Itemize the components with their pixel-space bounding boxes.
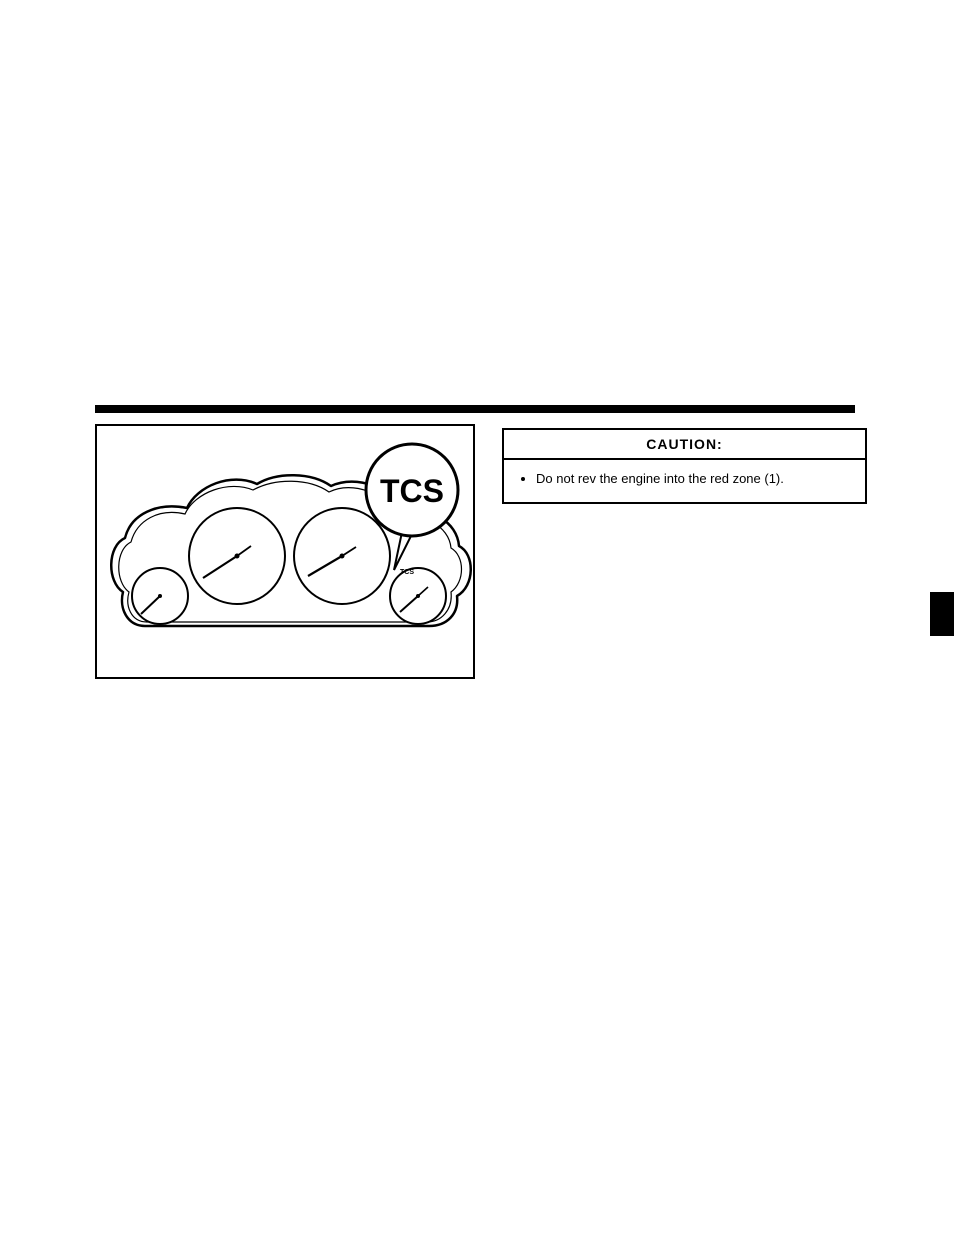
caution-box: CAUTION: Do not rev the engine into the … <box>502 428 867 504</box>
left-column: TCS TCS <box>95 424 475 679</box>
caution-body: Do not rev the engine into the red zone … <box>504 460 865 502</box>
page-edge-tab <box>930 592 954 636</box>
instrument-cluster-figure: TCS TCS <box>95 424 475 679</box>
cluster-tcs-label: TCS <box>400 569 414 576</box>
caution-heading: CAUTION: <box>504 430 865 460</box>
callout-bubble-text: TCS <box>380 473 444 509</box>
page: TCS TCS CAUTION: Do not rev the engine i… <box>0 0 954 1235</box>
caution-bullet-1: Do not rev the engine into the red zone … <box>536 470 851 488</box>
section-divider-bar <box>95 405 855 413</box>
instrument-cluster-svg: TCS TCS <box>97 426 477 681</box>
caution-list: Do not rev the engine into the red zone … <box>518 470 851 488</box>
right-column: CAUTION: Do not rev the engine into the … <box>502 428 867 504</box>
